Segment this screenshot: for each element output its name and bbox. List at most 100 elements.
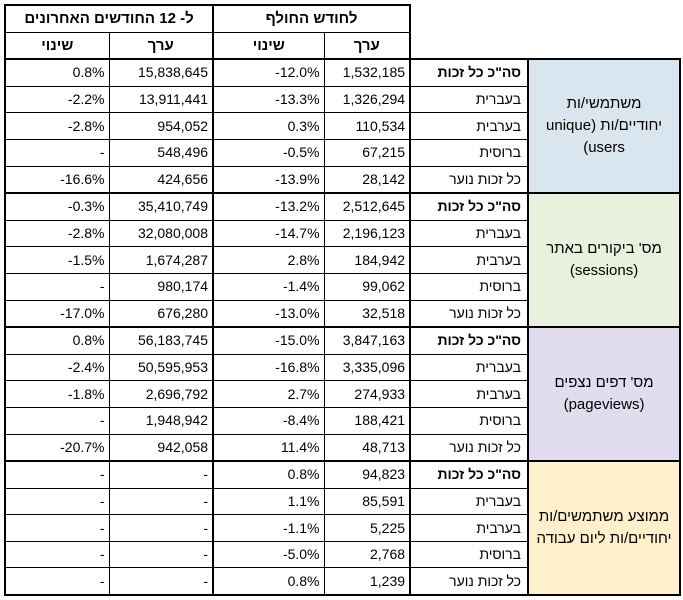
year-value-cell: - bbox=[108, 488, 214, 516]
month-change-cell: 0.3% bbox=[212, 112, 325, 140]
header-spacer bbox=[528, 32, 680, 59]
month-value-cell: 188,421 bbox=[323, 407, 411, 435]
table-row: -1,948,942 -8.4% 188,421 ברוסית bbox=[4, 407, 680, 435]
table-row: 0.8% 15,838,645 -12.0% 1,532,185 סה"כ כל זכו… bbox=[4, 58, 682, 195]
row-label-cell: סה"כ כל זכות bbox=[409, 460, 529, 489]
year-value-cell: 1,948,942 bbox=[108, 407, 214, 435]
table-row: - - -1.1% 5,225 בערבית bbox=[4, 514, 680, 542]
month-value-cell: 48,713 bbox=[323, 434, 411, 463]
year-change-cell: - bbox=[4, 273, 109, 301]
row-label-cell: בערבית bbox=[409, 112, 529, 140]
month-change-cell: -15.0% bbox=[212, 326, 325, 355]
header-spacer bbox=[528, 5, 680, 32]
month-value-cell: 184,942 bbox=[323, 246, 411, 274]
year-change-cell: - bbox=[4, 541, 109, 569]
year-change-cell: - bbox=[4, 407, 109, 435]
table-row: -1.5% 1,674,287 2.8% 184,942 בערבית bbox=[4, 246, 680, 274]
month-value-cell: 2,512,645 bbox=[323, 192, 411, 221]
month-change-cell: -14.7% bbox=[212, 220, 325, 248]
year-change-cell: -1.8% bbox=[4, 380, 109, 408]
category-label-cell: מס' דפים נצפים (pageviews) bbox=[527, 326, 682, 463]
year-change-cell: -2.8% bbox=[4, 112, 109, 140]
table-row: -16.6% 424,656 -13.9% 28,142 כל זכות נוער bbox=[4, 166, 680, 195]
year-change-cell: -17.0% bbox=[4, 300, 109, 329]
row-label-cell: סה"כ כל זכות bbox=[409, 192, 529, 221]
row-label-cell: בערבית bbox=[409, 514, 529, 542]
month-value-cell: 2,768 bbox=[323, 541, 411, 569]
month-change-cell: -0.5% bbox=[212, 139, 325, 167]
year-value-cell: - bbox=[108, 541, 214, 569]
table-body: 0.8% 15,838,645 -12.0% 1,532,185 סה"כ כל זכו… bbox=[4, 58, 682, 597]
year-value-cell: 13,911,441 bbox=[108, 86, 214, 114]
year-change-cell: 0.8% bbox=[4, 58, 109, 87]
header-12m-value: ערך bbox=[108, 32, 214, 61]
month-change-cell: 2.8% bbox=[212, 246, 325, 274]
month-value-cell: 274,933 bbox=[323, 380, 411, 408]
month-change-cell: -16.8% bbox=[212, 354, 325, 382]
month-change-cell: -5.0% bbox=[212, 541, 325, 569]
category-label-cell: משתמשי/ות יחודיים/ות (unique users) bbox=[527, 58, 682, 195]
year-value-cell: 35,410,749 bbox=[108, 192, 214, 221]
row-label-cell: בעברית bbox=[409, 488, 529, 516]
header-12m-change: שינוי bbox=[4, 32, 109, 61]
category-label-cell: ממוצע משתמשים/ות יחודיים/ות ליום עבודה bbox=[527, 460, 682, 597]
row-label-cell: ברוסית bbox=[409, 541, 529, 569]
row-label-cell: בערבית bbox=[409, 246, 529, 274]
month-change-cell: -1.4% bbox=[212, 273, 325, 301]
month-value-cell: 67,215 bbox=[323, 139, 411, 167]
header-row-periods: ל- 12 החודשים האחרונים לחודש החולף bbox=[3, 3, 680, 33]
row-label-cell: בעברית bbox=[409, 86, 529, 114]
row-label-cell: בערבית bbox=[409, 380, 529, 408]
month-change-cell: -12.0% bbox=[212, 58, 325, 87]
year-value-cell: 2,696,792 bbox=[108, 380, 214, 408]
month-value-cell: 1,239 bbox=[323, 567, 411, 597]
row-label-cell: ברוסית bbox=[409, 139, 529, 167]
month-value-cell: 3,335,096 bbox=[323, 354, 411, 382]
header-month-value: ערך bbox=[323, 32, 412, 61]
header-spacer bbox=[410, 5, 528, 32]
table-row: -0.3% 35,410,749 -13.2% 2,512,645 סה"כ כל זכ… bbox=[4, 192, 682, 329]
year-change-cell: -2.2% bbox=[4, 86, 109, 114]
table-row: - - -5.0% 2,768 ברוסית bbox=[4, 541, 680, 569]
month-value-cell: 85,591 bbox=[323, 488, 411, 516]
row-label-cell: ברוסית bbox=[409, 407, 529, 435]
table-row: -980,174 -1.4% 99,062 ברוסית bbox=[4, 273, 680, 301]
row-label-cell: ברוסית bbox=[409, 273, 529, 301]
month-change-cell: -13.9% bbox=[212, 166, 325, 195]
month-value-cell: 3,847,163 bbox=[323, 326, 411, 355]
month-change-cell: 11.4% bbox=[212, 434, 325, 463]
month-value-cell: 99,062 bbox=[323, 273, 411, 301]
year-value-cell: 1,674,287 bbox=[108, 246, 214, 274]
month-change-cell: 0.8% bbox=[212, 567, 325, 597]
table-row: - -0.8% 94,823 סה"כ כל זכות ממוצע משתמשים/ות… bbox=[4, 460, 682, 597]
year-value-cell: - bbox=[108, 514, 214, 542]
table-row: -2.8% 32,080,008 -14.7% 2,196,123 בעברית bbox=[4, 220, 680, 248]
row-label-cell: בעברית bbox=[409, 354, 529, 382]
table-row: - -1.1% 85,591 בעברית bbox=[4, 488, 680, 516]
year-value-cell: 50,595,953 bbox=[108, 354, 214, 382]
table-row: -1.8% 2,696,792 2.7% 274,933 בערבית bbox=[4, 380, 680, 408]
year-change-cell: -1.5% bbox=[4, 246, 109, 274]
row-label-cell: כל זכות נוער bbox=[409, 567, 529, 597]
month-change-cell: -13.0% bbox=[212, 300, 325, 329]
table-row: -17.0% 676,280 -13.0% 32,518 כל זכות נוער bbox=[4, 300, 680, 329]
table-row: -548,496 -0.5% 67,215 ברוסית bbox=[4, 139, 680, 167]
stats-table-wrapper: ל- 12 החודשים האחרונים לחודש החולף שינוי… bbox=[3, 3, 682, 598]
header-last-month: לחודש החולף bbox=[212, 3, 412, 33]
month-value-cell: 110,534 bbox=[323, 112, 411, 140]
year-value-cell: 15,838,645 bbox=[108, 58, 214, 87]
month-change-cell: 0.8% bbox=[212, 460, 325, 489]
header-12-months: ל- 12 החודשים האחרונים bbox=[3, 3, 214, 33]
month-value-cell: 32,518 bbox=[323, 300, 411, 329]
month-change-cell: -1.1% bbox=[212, 514, 325, 542]
header-row-columns: שינוי ערך שינוי ערך bbox=[4, 32, 680, 61]
row-label-cell: בעברית bbox=[409, 220, 529, 248]
table-row: -20.7% 942,058 11.4% 48,713 כל זכות נוער bbox=[4, 434, 680, 463]
year-value-cell: 424,656 bbox=[108, 166, 214, 195]
month-value-cell: 2,196,123 bbox=[323, 220, 411, 248]
category-label-cell: מס' ביקורים באתר (sessions) bbox=[527, 192, 682, 329]
year-value-cell: 980,174 bbox=[108, 273, 214, 301]
year-value-cell: - bbox=[108, 460, 214, 489]
year-value-cell: 676,280 bbox=[108, 300, 214, 329]
row-label-cell: כל זכות נוער bbox=[409, 166, 529, 195]
